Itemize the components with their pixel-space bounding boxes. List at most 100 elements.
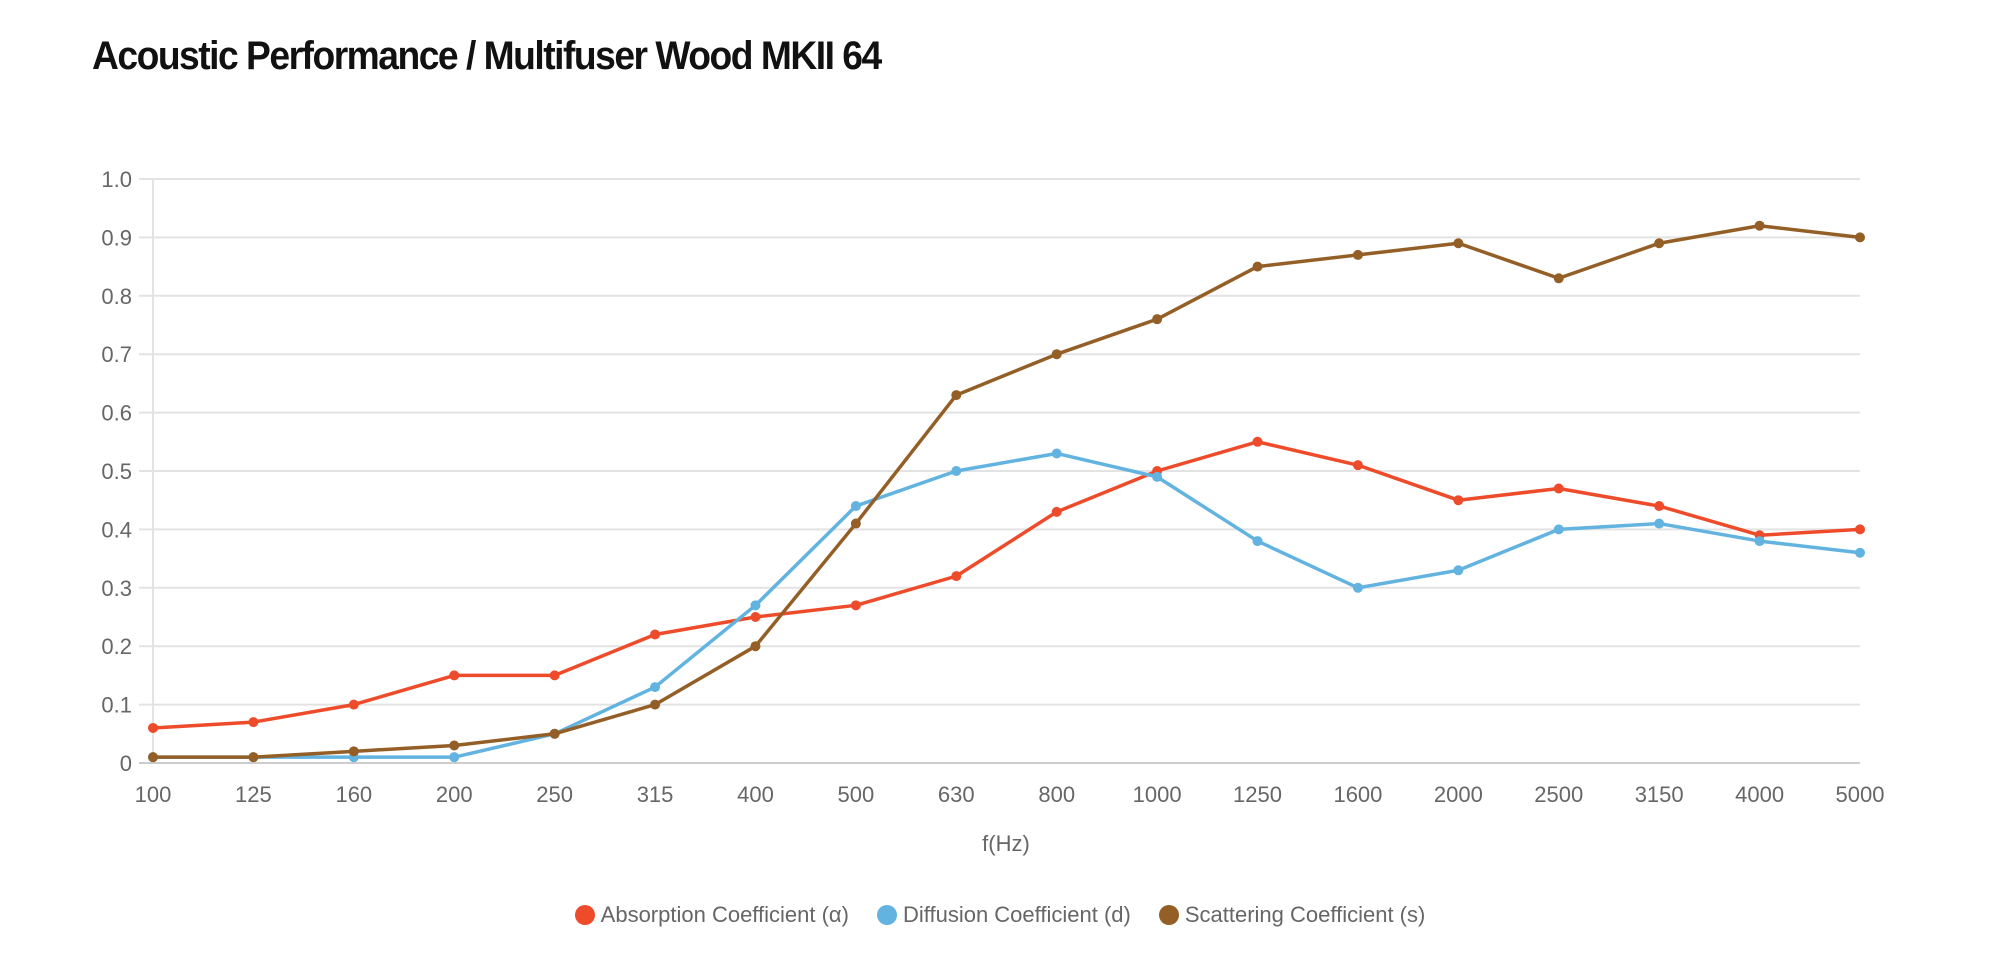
data-point[interactable] bbox=[1654, 238, 1665, 249]
data-point[interactable] bbox=[248, 752, 259, 763]
x-tick-label: 5000 bbox=[1836, 782, 1885, 807]
data-point[interactable] bbox=[850, 518, 861, 529]
data-point[interactable] bbox=[348, 746, 359, 757]
data-point[interactable] bbox=[1553, 273, 1564, 284]
data-point[interactable] bbox=[1051, 506, 1062, 517]
legend-item[interactable]: Scattering Coefficient (s) bbox=[1158, 902, 1426, 928]
y-tick-label: 0.2 bbox=[101, 634, 132, 659]
data-point[interactable] bbox=[650, 629, 661, 640]
data-point[interactable] bbox=[1252, 261, 1263, 272]
data-point[interactable] bbox=[449, 752, 460, 763]
data-point[interactable] bbox=[348, 699, 359, 710]
data-point[interactable] bbox=[549, 728, 560, 739]
series-line bbox=[152, 440, 1861, 730]
chart-title: Acoustic Performance / Multifuser Wood M… bbox=[92, 34, 882, 78]
data-point[interactable] bbox=[1152, 314, 1163, 325]
y-axis-ticks: 0 0.1 0.2 0.3 0.4 0.5 0.6 0.7 0.8 0.9 1.0 bbox=[101, 167, 132, 776]
y-tick-label: 0 bbox=[120, 751, 132, 776]
data-point[interactable] bbox=[1654, 518, 1665, 529]
data-point[interactable] bbox=[1352, 582, 1363, 593]
legend-item[interactable]: Absorption Coefficient (α) bbox=[574, 902, 849, 928]
y-tick-label: 0.6 bbox=[101, 401, 132, 426]
x-tick-label: 125 bbox=[235, 782, 272, 807]
x-tick-label: 1000 bbox=[1133, 782, 1182, 807]
x-tick-label: 2500 bbox=[1534, 782, 1583, 807]
x-tick-label: 100 bbox=[135, 782, 172, 807]
data-point[interactable] bbox=[1453, 238, 1464, 249]
data-point[interactable] bbox=[1855, 232, 1865, 243]
data-point[interactable] bbox=[850, 501, 861, 512]
data-point[interactable] bbox=[1855, 547, 1865, 558]
x-tick-label: 200 bbox=[436, 782, 473, 807]
x-axis-title: f(Hz) bbox=[982, 831, 1030, 856]
series-1 bbox=[148, 436, 1865, 733]
data-point[interactable] bbox=[1152, 471, 1163, 482]
data-point[interactable] bbox=[1051, 349, 1062, 360]
x-axis-ticks: 100 125 160 200 250 315 400 500 630 800 1000 1250 16… bbox=[135, 782, 1885, 807]
x-tick-label: 1250 bbox=[1233, 782, 1282, 807]
legend-label: Diffusion Coefficient (d) bbox=[902, 902, 1131, 927]
y-tick-label: 1.0 bbox=[101, 167, 132, 192]
data-point[interactable] bbox=[248, 717, 259, 728]
data-point[interactable] bbox=[951, 466, 962, 476]
data-point[interactable] bbox=[1754, 536, 1765, 547]
data-point[interactable] bbox=[1252, 536, 1263, 547]
data-point[interactable] bbox=[449, 740, 460, 751]
legend-marker-icon bbox=[1158, 905, 1179, 925]
data-point[interactable] bbox=[1553, 483, 1564, 494]
legend-label: Scattering Coefficient (s) bbox=[1184, 902, 1426, 927]
legend-label: Absorption Coefficient (α) bbox=[600, 902, 849, 927]
x-tick-label: 4000 bbox=[1735, 782, 1784, 807]
data-point[interactable] bbox=[750, 612, 761, 622]
data-point[interactable] bbox=[449, 670, 460, 681]
data-point[interactable] bbox=[1453, 565, 1464, 576]
y-tick-label: 0.3 bbox=[101, 576, 132, 601]
series-group bbox=[148, 220, 1865, 763]
y-tick-label: 0.7 bbox=[101, 342, 132, 367]
data-point[interactable] bbox=[148, 752, 158, 763]
y-tick-label: 0.4 bbox=[101, 517, 132, 542]
data-point[interactable] bbox=[1553, 524, 1564, 535]
x-tick-label: 3150 bbox=[1635, 782, 1684, 807]
data-point[interactable] bbox=[1654, 501, 1665, 512]
data-point[interactable] bbox=[750, 641, 761, 652]
x-tick-label: 1600 bbox=[1333, 782, 1382, 807]
data-point[interactable] bbox=[1754, 220, 1765, 231]
data-point[interactable] bbox=[750, 600, 761, 611]
series-2 bbox=[148, 448, 1865, 763]
data-point[interactable] bbox=[951, 571, 962, 582]
axes bbox=[139, 179, 1860, 764]
x-tick-label: 2000 bbox=[1434, 782, 1483, 807]
data-point[interactable] bbox=[148, 722, 158, 733]
data-point[interactable] bbox=[1051, 448, 1062, 459]
y-tick-label: 0.5 bbox=[101, 459, 132, 484]
gridlines bbox=[139, 178, 1860, 706]
series-line bbox=[153, 223, 1861, 759]
x-tick-label: 800 bbox=[1038, 782, 1075, 807]
x-tick-label: 160 bbox=[335, 782, 372, 807]
x-tick-label: 250 bbox=[536, 782, 573, 807]
x-tick-label: 315 bbox=[637, 782, 674, 807]
legend-marker-icon bbox=[574, 905, 595, 925]
data-point[interactable] bbox=[650, 699, 661, 710]
x-tick-label: 500 bbox=[838, 782, 875, 807]
data-point[interactable] bbox=[850, 600, 861, 611]
series-3 bbox=[148, 220, 1865, 763]
data-point[interactable] bbox=[1855, 524, 1865, 535]
data-point[interactable] bbox=[650, 682, 661, 693]
data-point[interactable] bbox=[1252, 436, 1263, 447]
legend-item[interactable]: Diffusion Coefficient (d) bbox=[876, 902, 1131, 928]
y-tick-label: 0.1 bbox=[101, 693, 132, 718]
data-point[interactable] bbox=[1453, 495, 1464, 506]
series-line bbox=[153, 451, 1861, 759]
legend: Absorption Coefficient (α) Diffusion Coef… bbox=[0, 902, 1990, 928]
y-tick-label: 0.8 bbox=[101, 284, 132, 309]
x-tick-label: 630 bbox=[938, 782, 975, 807]
x-tick-label: 400 bbox=[737, 782, 774, 807]
y-tick-label: 0.9 bbox=[101, 225, 132, 250]
data-point[interactable] bbox=[549, 670, 560, 681]
data-point[interactable] bbox=[1352, 249, 1363, 260]
data-point[interactable] bbox=[1352, 460, 1363, 471]
data-point[interactable] bbox=[951, 390, 962, 401]
